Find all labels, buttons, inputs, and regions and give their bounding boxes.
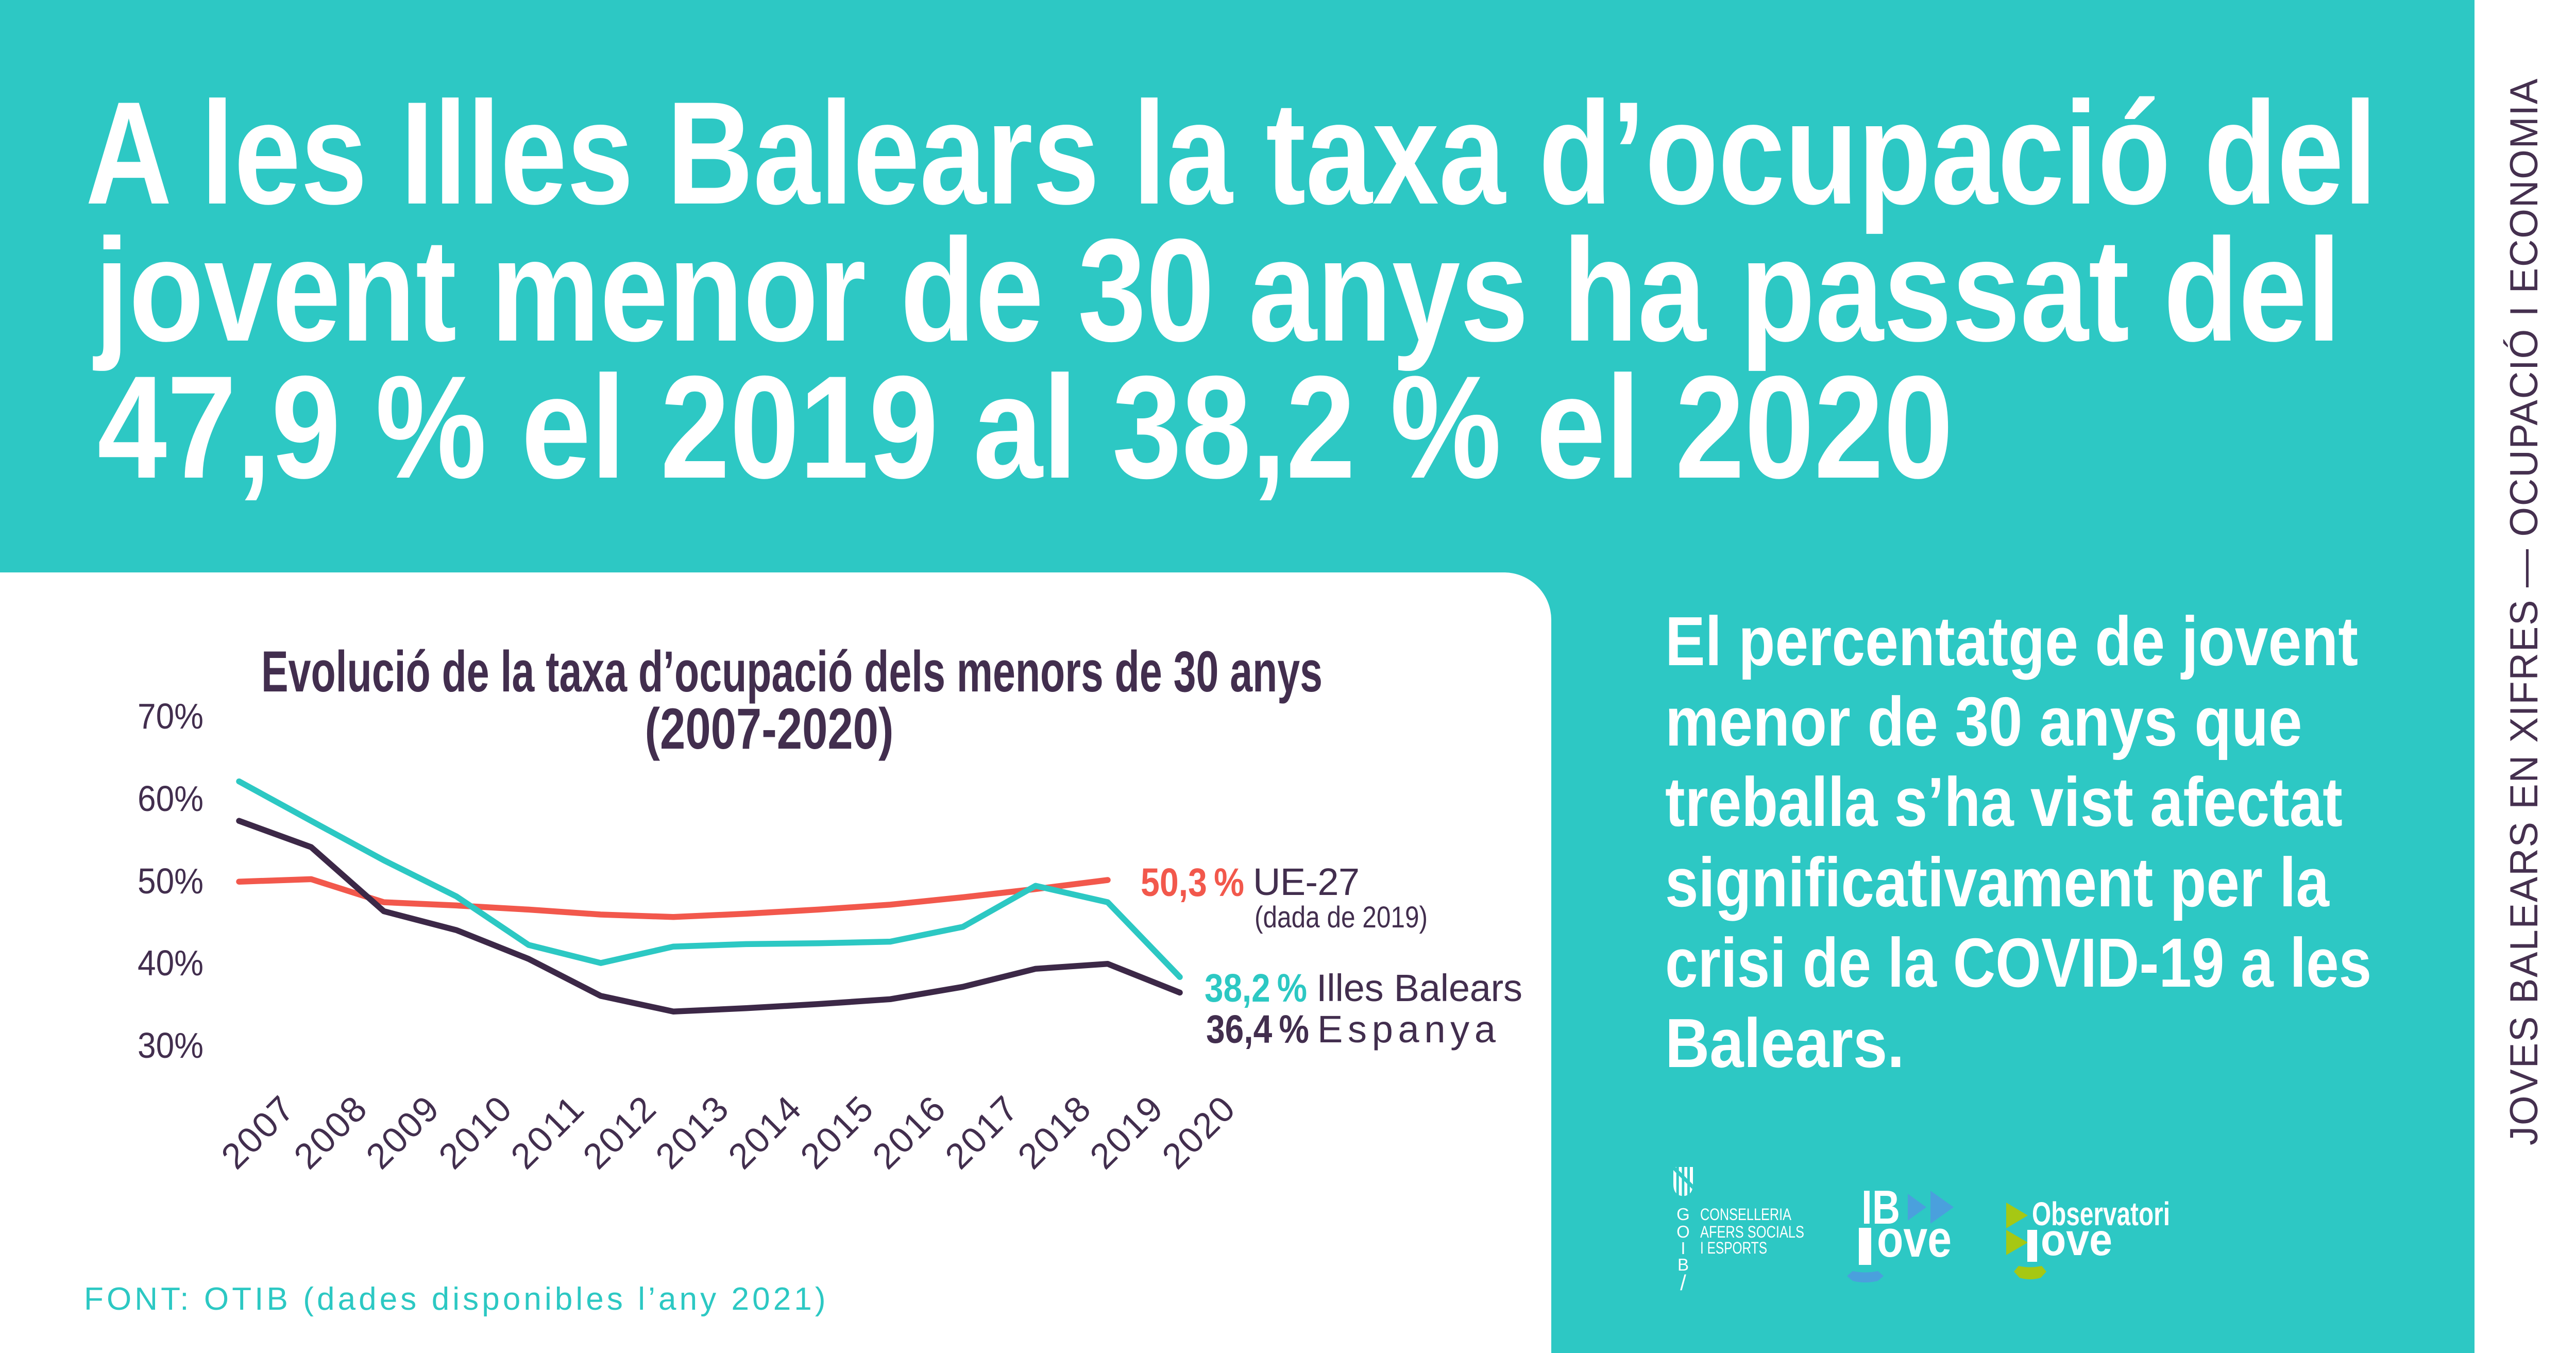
svg-text:2017: 2017 [937, 1088, 1025, 1176]
svg-text:G: G [1676, 1205, 1690, 1224]
svg-text:Observatori: Observatori [2032, 1195, 2170, 1232]
svg-text:/: / [1680, 1271, 1686, 1295]
svg-text:2013: 2013 [648, 1088, 736, 1176]
svg-text:2018: 2018 [1010, 1088, 1098, 1176]
svg-text:38,2 %: 38,2 % [1205, 966, 1307, 1010]
svg-text:CONSELLERIA: CONSELLERIA [1700, 1205, 1792, 1224]
svg-text:I: I [1681, 1239, 1685, 1258]
svg-text:2019: 2019 [1082, 1088, 1170, 1176]
svg-text:70%: 70% [138, 696, 204, 736]
svg-text:I ESPORTS: I ESPORTS [1700, 1239, 1767, 1257]
svg-text:2015: 2015 [792, 1088, 880, 1176]
svg-text:2010: 2010 [431, 1088, 519, 1176]
svg-text:O: O [1676, 1222, 1690, 1241]
svg-text:(2007-2020): (2007-2020) [645, 697, 894, 761]
svg-text:2009: 2009 [358, 1088, 446, 1176]
svg-text:36,4 %: 36,4 % [1206, 1007, 1309, 1052]
svg-text:2020: 2020 [1154, 1088, 1242, 1176]
svg-text:UE-27: UE-27 [1253, 860, 1360, 903]
svg-text:(dada de 2019): (dada de 2019) [1255, 901, 1428, 934]
svg-text:60%: 60% [138, 779, 204, 819]
svg-text:2014: 2014 [720, 1088, 808, 1176]
svg-text:2008: 2008 [286, 1088, 374, 1176]
svg-text:Illes Balears: Illes Balears [1316, 967, 1522, 1009]
svg-text:2016: 2016 [865, 1088, 953, 1176]
svg-text:2011: 2011 [503, 1088, 591, 1176]
svg-text:AFERS SOCIALS: AFERS SOCIALS [1700, 1223, 1804, 1241]
svg-text:50,3 %: 50,3 % [1141, 860, 1244, 905]
svg-text:ove: ove [1877, 1210, 1952, 1268]
svg-text:B: B [1677, 1255, 1689, 1274]
svg-text:FONT: OTIB (dades disponibles: FONT: OTIB (dades disponibles l’any 2021… [84, 1281, 827, 1317]
svg-text:2007: 2007 [213, 1088, 301, 1176]
svg-text:30%: 30% [138, 1025, 204, 1066]
svg-text:Espanya: Espanya [1317, 1008, 1496, 1051]
svg-text:IB: IB [1861, 1180, 1900, 1234]
svg-text:Evolució de la taxa d’ocupació: Evolució de la taxa d’ocupació dels meno… [261, 639, 1323, 704]
svg-text:ove: ove [2041, 1215, 2112, 1265]
svg-text:50%: 50% [138, 861, 204, 901]
svg-text:40%: 40% [138, 943, 204, 983]
svg-text:2012: 2012 [575, 1088, 663, 1176]
